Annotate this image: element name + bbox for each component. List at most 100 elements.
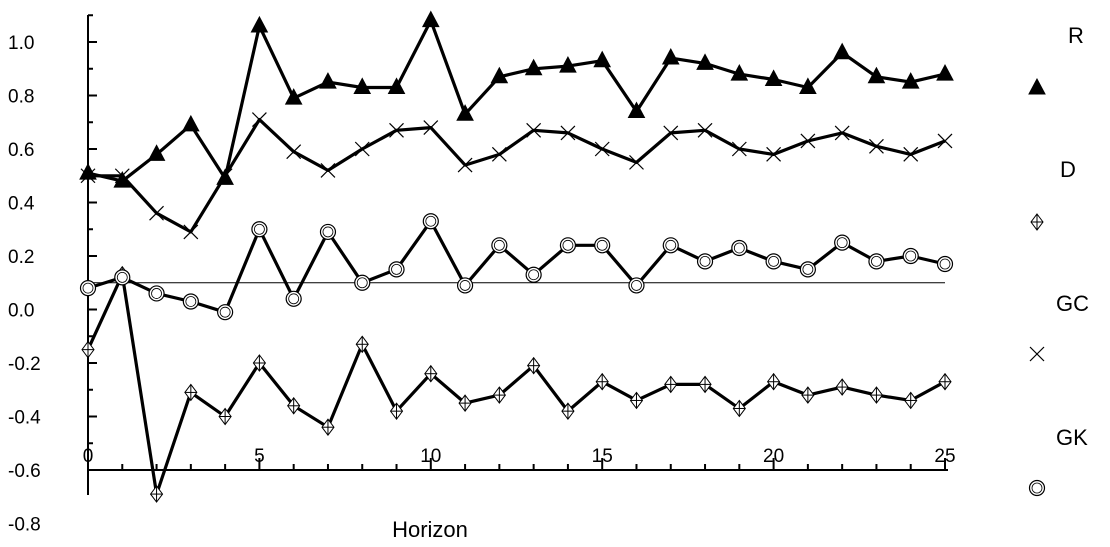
data-point-d xyxy=(287,396,301,415)
data-point-d xyxy=(766,372,781,391)
series-markers-d xyxy=(81,265,952,503)
data-point-r xyxy=(284,88,303,105)
circle-marker-inner xyxy=(116,271,128,283)
data-point-d xyxy=(81,340,95,359)
circle-marker-inner xyxy=(459,280,471,291)
x-marker-stroke xyxy=(834,125,850,141)
data-point-r xyxy=(456,104,474,121)
x-marker-stroke xyxy=(903,146,919,162)
legend-label-gk: GK xyxy=(1056,425,1088,450)
data-point-d xyxy=(321,418,335,437)
data-point-gk xyxy=(559,237,577,254)
circle-marker-inner xyxy=(939,258,951,270)
data-point-r xyxy=(353,77,372,94)
x-tick-label: 5 xyxy=(254,446,265,467)
data-point-d xyxy=(389,402,404,420)
triangle-marker xyxy=(661,47,680,65)
x-marker-stroke xyxy=(594,141,610,157)
x-marker-stroke xyxy=(114,168,130,184)
data-point-gk xyxy=(628,277,645,294)
data-point-gk xyxy=(422,213,439,230)
series-markers-r xyxy=(79,10,954,188)
data-point-gc xyxy=(286,144,302,160)
x-marker-stroke xyxy=(217,168,233,184)
triangle-marker xyxy=(696,53,714,70)
data-point-r xyxy=(730,64,749,81)
triangle-marker xyxy=(182,114,200,132)
data-point-r xyxy=(250,15,269,33)
data-point-gc xyxy=(491,146,507,162)
data-point-gk xyxy=(491,237,508,254)
circle-marker-inner xyxy=(391,263,402,275)
x-marker-stroke xyxy=(183,224,199,240)
data-point-d xyxy=(938,372,952,391)
data-point-d xyxy=(424,364,438,383)
data-point-gc xyxy=(869,138,884,154)
data-point-d xyxy=(835,378,849,396)
x-marker-stroke xyxy=(663,125,679,141)
data-point-gc xyxy=(594,141,610,157)
y-tick-label: 0.4 xyxy=(8,194,35,215)
x-tick-label: 20 xyxy=(763,446,784,467)
data-point-d xyxy=(869,386,884,404)
data-point-gc xyxy=(731,141,747,157)
triangle-marker xyxy=(353,77,372,94)
y-tick-label: 0.2 xyxy=(8,247,34,268)
triangle-marker xyxy=(559,56,577,73)
data-point-gk xyxy=(79,280,97,297)
data-point-r xyxy=(936,64,954,81)
x-marker-stroke xyxy=(320,162,336,178)
circle-marker-inner xyxy=(768,255,779,267)
data-point-r xyxy=(833,42,851,60)
series-line-r xyxy=(87,19,946,183)
circle-marker-inner xyxy=(562,239,574,251)
data-point-r xyxy=(421,10,440,28)
circle-marker-inner xyxy=(699,255,711,267)
circle-marker-inner xyxy=(493,239,505,251)
x-marker-stroke xyxy=(286,144,302,160)
data-point-gc xyxy=(80,168,96,184)
data-point-r xyxy=(524,58,543,76)
data-point-d xyxy=(664,375,678,394)
triangle-marker xyxy=(524,58,543,76)
x-marker-stroke xyxy=(1029,346,1045,362)
y-tick-label: -0.6 xyxy=(8,461,41,482)
data-point-gc xyxy=(560,125,576,141)
data-point-d xyxy=(527,356,541,375)
data-point-gk xyxy=(696,253,714,270)
data-point-r xyxy=(319,72,337,89)
data-point-r xyxy=(593,50,612,68)
legend-marker-gk xyxy=(1028,479,1046,497)
x-marker-stroke xyxy=(423,120,439,136)
circle-marker-inner xyxy=(802,263,814,275)
legend-marker-gc xyxy=(1029,346,1045,362)
data-point-r xyxy=(559,56,577,73)
data-point-d xyxy=(492,386,506,404)
data-point-r xyxy=(799,77,817,94)
data-point-gc xyxy=(114,168,130,184)
triangle-marker xyxy=(456,104,474,121)
data-point-gk xyxy=(456,277,474,294)
circle-marker-inner xyxy=(322,226,334,238)
data-point-r xyxy=(661,47,680,65)
x-marker-stroke xyxy=(457,157,473,173)
data-point-r xyxy=(696,53,714,70)
circle-marker-inner xyxy=(151,288,162,299)
data-point-gk xyxy=(388,261,405,278)
data-point-gk xyxy=(319,223,337,241)
data-point-gc xyxy=(354,141,370,157)
circle-marker-inner xyxy=(425,215,437,227)
data-point-d xyxy=(595,372,609,391)
triangle-marker xyxy=(319,72,337,89)
data-point-d xyxy=(218,407,232,426)
data-point-r xyxy=(182,114,200,132)
data-point-d xyxy=(801,386,815,404)
legend-label-gc: GC xyxy=(1056,291,1089,316)
circle-marker-inner xyxy=(185,296,197,307)
data-point-gc xyxy=(937,133,953,149)
data-point-d xyxy=(698,375,712,394)
data-point-gc xyxy=(697,122,713,138)
x-marker-stroke xyxy=(629,154,644,170)
triangle-marker xyxy=(147,144,166,161)
circle-marker-inner xyxy=(631,280,642,291)
